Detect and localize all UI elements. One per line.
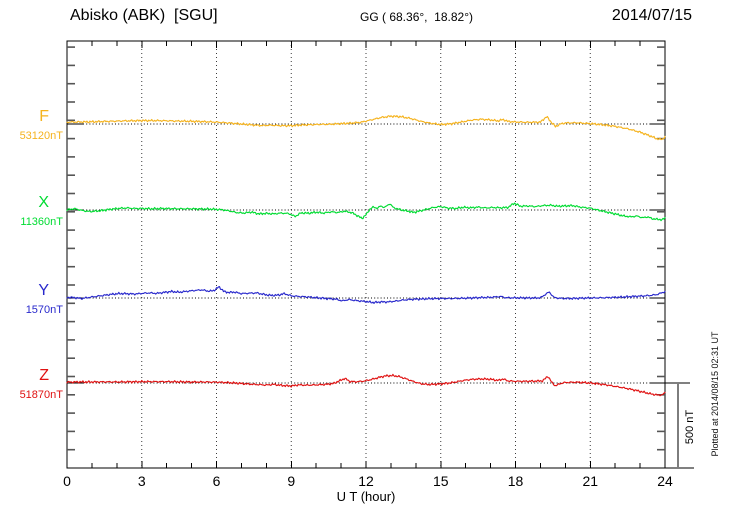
plotted-timestamp: Plotted at 2014/08/15 02:31 UT (710, 331, 720, 457)
series-baseline-value-f: 53120nT (19, 130, 63, 142)
series-letter-label-f: F (39, 108, 49, 125)
series-letter-label-x: X (38, 194, 49, 211)
station-title: Abisko (ABK) [SGU] (70, 7, 218, 24)
series-baseline-value-z: 51870nT (19, 389, 63, 401)
hour-tick-label-0: 0 (63, 473, 71, 489)
series-letter-label-y: Y (38, 282, 49, 299)
hour-tick-label-15: 15 (432, 473, 449, 489)
hour-tick-label-24: 24 (657, 473, 673, 489)
geo-coordinates: GG ( 68.36°, 18.82°) (360, 10, 473, 24)
hour-tick-label-12: 12 (358, 473, 374, 489)
hour-tick-label-21: 21 (582, 473, 599, 489)
plot-date: 2014/07/15 (611, 7, 692, 24)
hour-tick-label-9: 9 (287, 473, 296, 489)
x-axis-label: U T (hour) (336, 489, 396, 504)
series-baseline-value-y: 1570nT (25, 304, 63, 316)
series-baseline-value-x: 11360nT (20, 216, 63, 228)
hour-tick-label-18: 18 (507, 473, 524, 489)
series-letter-label-z: Z (39, 367, 49, 384)
scale-bar-label: 500 nT (684, 409, 696, 445)
hour-tick-label-3: 3 (137, 473, 146, 489)
hour-tick-label-6: 6 (212, 473, 221, 489)
